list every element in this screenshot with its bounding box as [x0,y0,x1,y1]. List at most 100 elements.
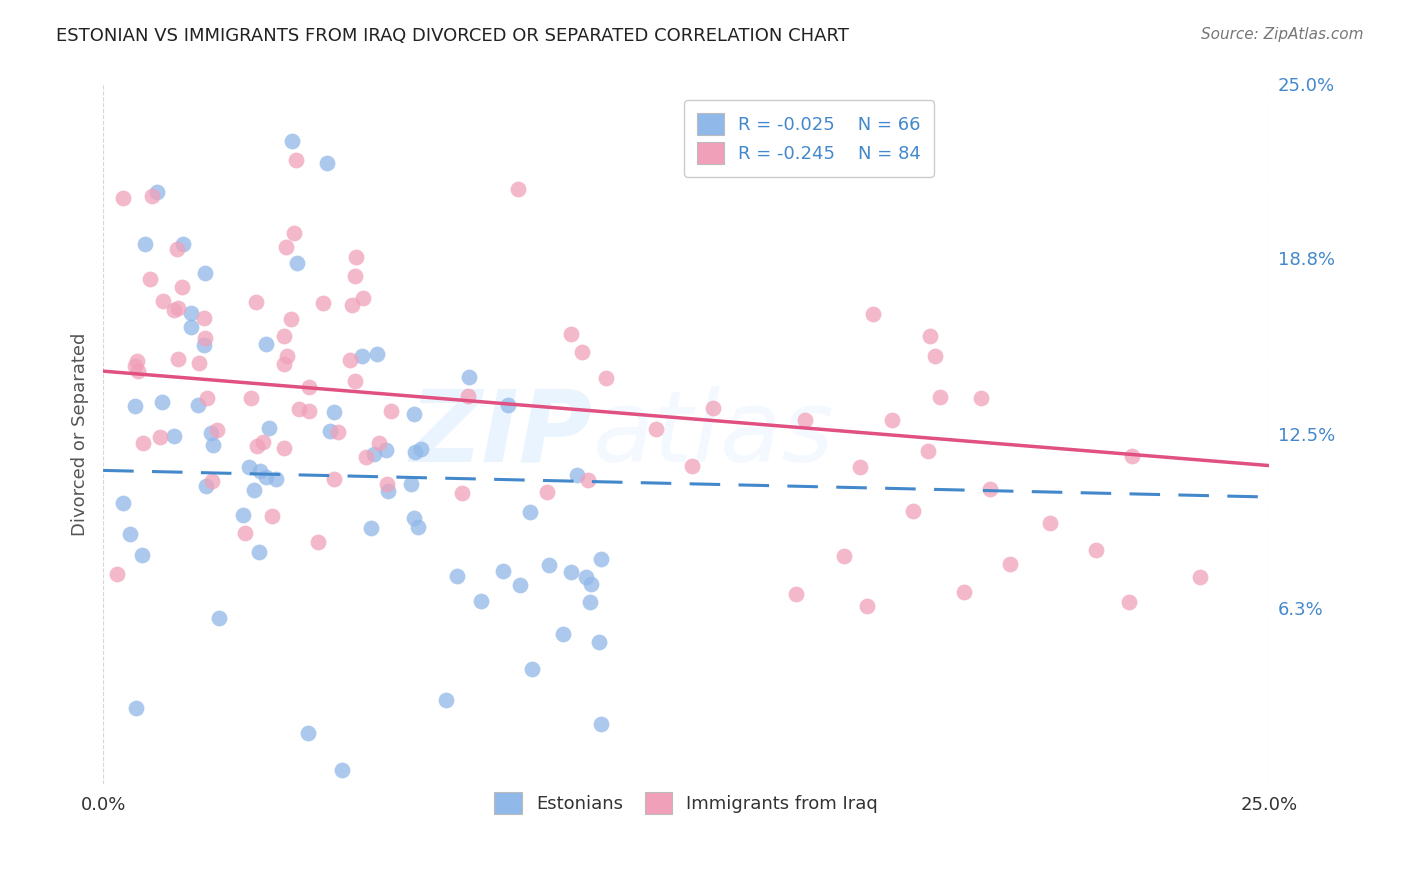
Point [537,558,560,573]
Point [201,475,224,489]
Point [352,292,374,306]
Point [276,239,298,253]
Point [492,564,515,578]
Point [316,156,339,170]
Point [252,435,274,450]
Point [167,301,190,315]
Point [298,404,321,418]
Point [785,586,807,600]
Point [298,380,321,394]
Point [565,467,588,482]
Point [172,280,194,294]
Point [180,306,202,320]
Point [187,399,209,413]
Point [560,565,582,579]
Point [150,395,173,409]
Point [141,189,163,203]
Point [284,153,307,167]
Point [167,352,190,367]
Point [125,354,148,368]
Point [342,298,364,312]
Point [862,307,884,321]
Point [408,520,430,534]
Point [245,295,267,310]
Point [363,447,385,461]
Point [409,442,432,457]
Point [920,329,942,343]
Point [330,764,353,778]
Point [243,483,266,498]
Point [180,319,202,334]
Point [366,347,388,361]
Point [1084,543,1107,558]
Point [339,353,361,368]
Point [188,356,211,370]
Point [575,570,598,584]
Point [929,390,952,404]
Point [273,441,295,455]
Point [374,443,396,458]
Point [1039,516,1062,530]
Point [354,450,377,465]
Text: ZIP: ZIP [411,386,593,483]
Point [259,421,281,435]
Point [579,594,602,608]
Point [344,374,367,388]
Point [450,486,472,500]
Point [402,408,425,422]
Point [146,185,169,199]
Point [111,496,134,510]
Point [319,424,342,438]
Point [924,349,946,363]
Point [232,508,254,522]
Point [458,369,481,384]
Point [254,337,277,351]
Point [595,371,617,385]
Point [509,578,531,592]
Point [953,585,976,599]
Point [273,357,295,371]
Point [125,701,148,715]
Point [998,557,1021,571]
Point [205,423,228,437]
Point [193,338,215,352]
Point [233,525,256,540]
Point [506,182,529,196]
Point [380,404,402,418]
Point [368,435,391,450]
Point [328,425,350,440]
Point [166,242,188,256]
Point [970,392,993,406]
Text: atlas: atlas [593,386,835,483]
Point [553,627,575,641]
Point [194,331,217,345]
Point [208,611,231,625]
Point [195,391,218,405]
Point [194,479,217,493]
Point [882,413,904,427]
Point [702,401,724,416]
Point [856,599,879,613]
Point [588,635,610,649]
Point [285,256,308,270]
Point [124,359,146,373]
Point [246,439,269,453]
Point [281,134,304,148]
Point [322,472,344,486]
Point [576,473,599,487]
Point [1121,449,1143,463]
Point [446,569,468,583]
Point [288,402,311,417]
Point [402,511,425,525]
Point [280,312,302,326]
Point [149,430,172,444]
Point [681,458,703,473]
Point [127,364,149,378]
Point [202,438,225,452]
Point [520,662,543,676]
Point [360,521,382,535]
Point [571,345,593,359]
Point [262,508,284,523]
Point [917,443,939,458]
Point [560,326,582,341]
